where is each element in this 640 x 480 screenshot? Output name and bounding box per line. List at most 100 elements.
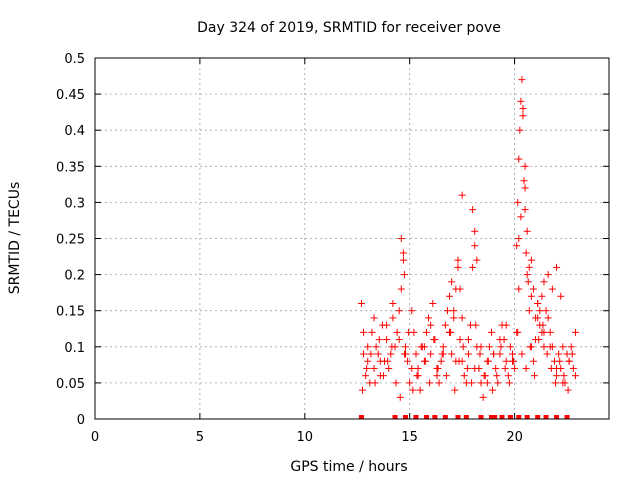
y-tick-label: 0.35 xyxy=(56,160,85,175)
data-point xyxy=(477,379,485,387)
data-point xyxy=(360,328,368,336)
data-point xyxy=(529,285,537,293)
data-point xyxy=(397,285,405,293)
data-point xyxy=(387,350,395,358)
data-point xyxy=(569,364,577,372)
y-tick-labels: 0 0.05 0.1 0.15 0.2 0.25 0.3 0.35 0.4 0.45 0.5 xyxy=(56,52,85,428)
data-point xyxy=(416,386,424,394)
zero-marker xyxy=(423,415,429,419)
data-point xyxy=(458,314,466,322)
data-point xyxy=(383,321,391,329)
data-point xyxy=(395,336,403,344)
data-point xyxy=(532,314,540,322)
data-point xyxy=(506,343,514,351)
zero-marker xyxy=(478,415,484,419)
y-tick-label: 0.05 xyxy=(56,377,85,392)
data-point xyxy=(441,321,449,329)
data-point xyxy=(456,285,464,293)
data-point xyxy=(556,357,564,365)
zero-marker xyxy=(432,415,438,419)
data-point xyxy=(518,350,526,358)
data-point xyxy=(571,328,579,336)
data-point xyxy=(516,126,524,134)
data-point xyxy=(514,328,522,336)
data-point xyxy=(484,357,492,365)
data-point xyxy=(427,321,435,329)
data-point xyxy=(508,350,516,358)
y-axis-label: SRMTID / TECUs xyxy=(7,182,23,295)
zero-marker xyxy=(402,415,408,419)
data-point xyxy=(446,292,454,300)
y-tick-label: 0.5 xyxy=(64,52,85,67)
x-tick-label: 20 xyxy=(506,430,523,445)
zero-markers xyxy=(358,415,570,419)
data-point xyxy=(433,372,441,380)
data-point xyxy=(437,357,445,365)
y-tick-label: 0 xyxy=(77,413,85,428)
data-point xyxy=(483,379,491,387)
data-point xyxy=(567,343,575,351)
data-point xyxy=(527,256,535,264)
data-point xyxy=(544,314,552,322)
data-point xyxy=(408,364,416,372)
data-point xyxy=(468,379,476,387)
x-axis-label: GPS time / hours xyxy=(290,459,407,475)
data-point xyxy=(511,364,519,372)
data-point xyxy=(469,206,477,214)
data-point xyxy=(389,299,397,307)
data-point xyxy=(363,364,371,372)
data-point xyxy=(384,357,392,365)
data-point xyxy=(371,379,379,387)
data-point xyxy=(357,299,365,307)
data-point xyxy=(515,285,523,293)
data-point xyxy=(515,155,523,163)
zero-marker xyxy=(564,415,570,419)
zero-marker xyxy=(516,415,522,419)
x-tick-label: 15 xyxy=(401,430,418,445)
data-point xyxy=(553,372,561,380)
data-point xyxy=(508,357,516,365)
data-point xyxy=(376,357,384,365)
x-tick-labels: 0 5 10 15 20 xyxy=(91,430,523,445)
zero-marker xyxy=(455,415,461,419)
data-point xyxy=(559,379,567,387)
data-point xyxy=(439,350,447,358)
data-point xyxy=(395,307,403,315)
data-point xyxy=(538,292,546,300)
data-point xyxy=(452,357,460,365)
data-point xyxy=(375,336,383,344)
data-point xyxy=(426,379,434,387)
data-point xyxy=(379,372,387,380)
data-point xyxy=(389,314,397,322)
data-point xyxy=(517,97,525,105)
data-point xyxy=(524,278,532,286)
data-point xyxy=(397,235,405,242)
data-point xyxy=(552,379,560,387)
data-point xyxy=(477,343,485,351)
data-point xyxy=(448,350,456,358)
data-point xyxy=(497,343,505,351)
data-point xyxy=(435,379,443,387)
data-point xyxy=(448,278,456,286)
data-point xyxy=(521,162,529,170)
data-point xyxy=(464,336,472,344)
data-point xyxy=(439,343,447,351)
data-point xyxy=(471,364,479,372)
zero-marker xyxy=(499,415,505,419)
data-point xyxy=(388,343,396,351)
data-point xyxy=(494,379,502,387)
data-point xyxy=(421,357,429,365)
data-point xyxy=(493,372,501,380)
data-point xyxy=(476,350,484,358)
data-point xyxy=(527,292,535,300)
data-point xyxy=(496,336,504,344)
data-point xyxy=(404,357,412,365)
data-point xyxy=(405,328,413,336)
y-tick-label: 0.1 xyxy=(64,341,85,356)
zero-marker xyxy=(507,415,513,419)
data-point xyxy=(518,76,526,84)
zero-marker xyxy=(554,415,560,419)
data-point xyxy=(412,350,420,358)
data-point xyxy=(471,227,479,235)
